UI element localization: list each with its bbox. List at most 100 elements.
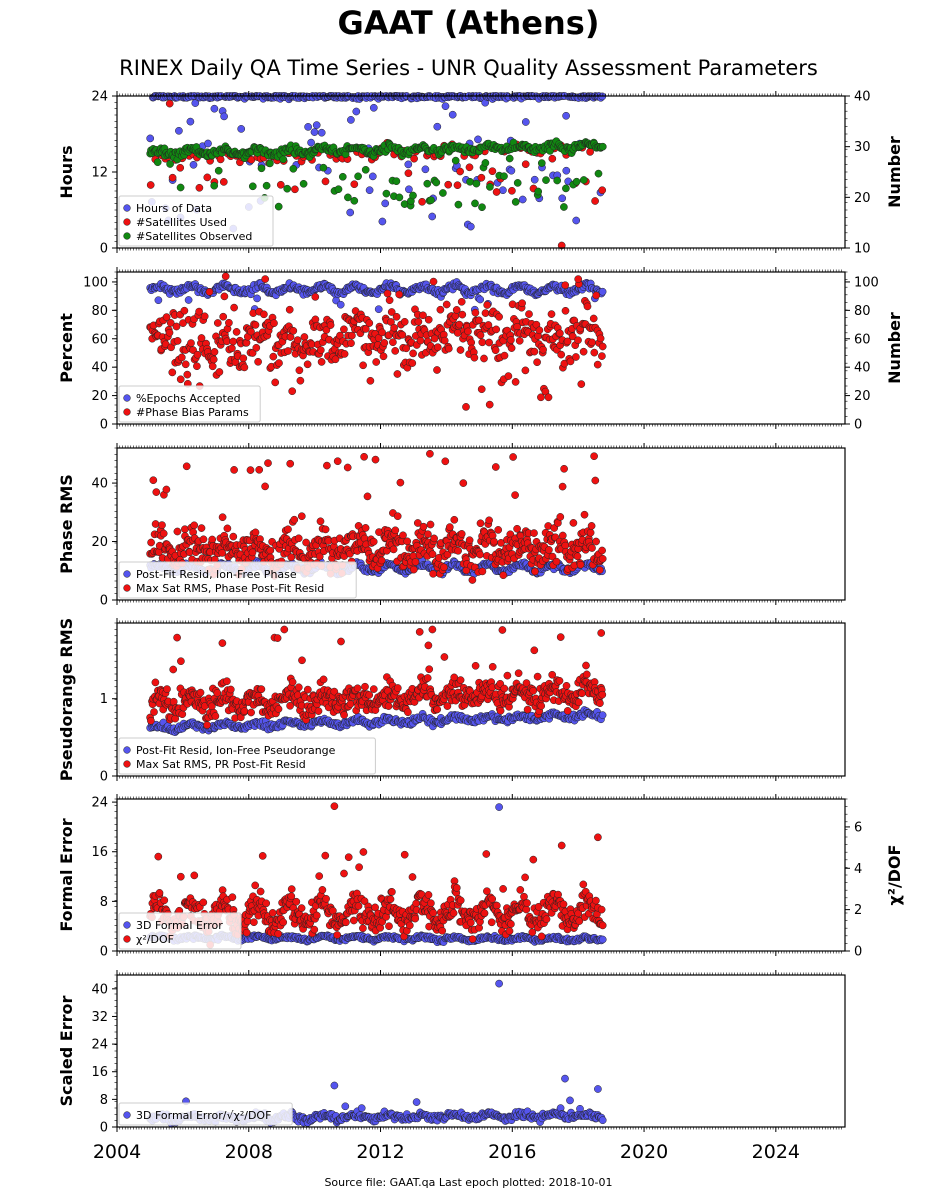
data-point xyxy=(453,181,462,190)
y-right-tick-label: 10 xyxy=(854,242,871,257)
data-point xyxy=(404,160,413,169)
data-point xyxy=(400,317,409,326)
data-point xyxy=(572,177,581,186)
data-point xyxy=(507,344,516,352)
data-point xyxy=(476,519,485,528)
data-point xyxy=(476,550,484,559)
data-point xyxy=(146,181,155,189)
data-point xyxy=(572,353,580,361)
data-point xyxy=(471,308,480,317)
data-point xyxy=(307,138,315,147)
data-point xyxy=(441,102,450,111)
data-point xyxy=(594,169,603,178)
data-point xyxy=(399,531,407,540)
y-right-tick-label: 40 xyxy=(854,90,871,105)
data-point xyxy=(310,128,319,136)
data-point xyxy=(391,526,400,535)
data-point xyxy=(558,194,567,203)
data-point xyxy=(374,305,383,314)
data-point xyxy=(294,534,303,543)
data-point xyxy=(439,189,447,197)
data-point xyxy=(237,125,246,133)
data-point xyxy=(474,135,482,144)
data-point xyxy=(283,184,292,193)
data-point xyxy=(264,459,272,467)
data-point xyxy=(583,302,592,311)
legend-label: Max Sat RMS, Phase Post-Fit Resid xyxy=(136,582,324,595)
data-point xyxy=(352,107,361,116)
legend-marker xyxy=(123,584,131,592)
data-point xyxy=(147,538,155,547)
y-tick-label: 0 xyxy=(100,242,108,257)
data-point xyxy=(195,183,204,192)
data-point xyxy=(507,336,515,344)
data-point xyxy=(286,459,295,468)
data-point xyxy=(334,185,343,194)
data-point xyxy=(586,528,595,537)
data-point xyxy=(477,173,486,182)
data-point xyxy=(595,566,604,574)
data-point xyxy=(338,172,347,181)
data-point xyxy=(230,303,238,312)
data-point xyxy=(176,183,185,192)
data-point xyxy=(590,348,599,357)
data-point xyxy=(381,199,390,208)
data-point xyxy=(303,360,312,369)
data-point xyxy=(340,350,349,358)
data-point xyxy=(533,358,541,367)
data-point xyxy=(295,366,304,375)
data-point xyxy=(488,167,497,176)
data-point xyxy=(530,529,538,537)
data-point xyxy=(454,200,463,209)
data-point xyxy=(432,178,441,187)
data-point xyxy=(168,368,177,377)
y-axis-label: Hours xyxy=(57,145,76,198)
data-point xyxy=(209,355,218,364)
data-point xyxy=(360,452,368,461)
data-point xyxy=(478,338,487,347)
data-point xyxy=(476,331,485,340)
data-point xyxy=(458,310,467,319)
data-point xyxy=(513,179,522,187)
data-point xyxy=(429,277,438,286)
y-axis-label: Phase RMS xyxy=(57,474,76,574)
data-point xyxy=(378,217,387,226)
data-point xyxy=(187,339,195,347)
data-point xyxy=(598,546,606,555)
data-point xyxy=(266,159,274,168)
data-point xyxy=(592,291,601,300)
data-point xyxy=(430,534,438,543)
data-point xyxy=(317,358,326,366)
data-point xyxy=(423,179,432,188)
data-point xyxy=(465,163,474,172)
data-point xyxy=(544,393,553,402)
data-point xyxy=(321,177,330,186)
data-point xyxy=(490,537,498,546)
data-point xyxy=(368,172,377,181)
data-point xyxy=(556,329,564,338)
data-point xyxy=(311,315,320,324)
data-point xyxy=(444,344,453,353)
data-point xyxy=(588,544,596,552)
data-point xyxy=(347,116,355,124)
data-point xyxy=(507,166,516,175)
data-point xyxy=(396,478,405,487)
data-point xyxy=(389,338,397,347)
data-point xyxy=(485,338,493,347)
data-point xyxy=(254,357,262,366)
data-point xyxy=(398,330,407,339)
data-point xyxy=(448,110,457,119)
data-point xyxy=(316,346,325,354)
data-point xyxy=(290,515,299,524)
data-point xyxy=(535,326,544,335)
data-point xyxy=(404,169,413,178)
data-point xyxy=(579,347,588,356)
data-point xyxy=(343,463,352,472)
y-right-tick-label: 0 xyxy=(854,418,862,433)
data-point xyxy=(409,191,417,200)
data-point xyxy=(347,339,355,348)
data-point xyxy=(319,163,328,172)
legend: %Epochs Accepted#Phase Bias Params xyxy=(118,385,261,423)
